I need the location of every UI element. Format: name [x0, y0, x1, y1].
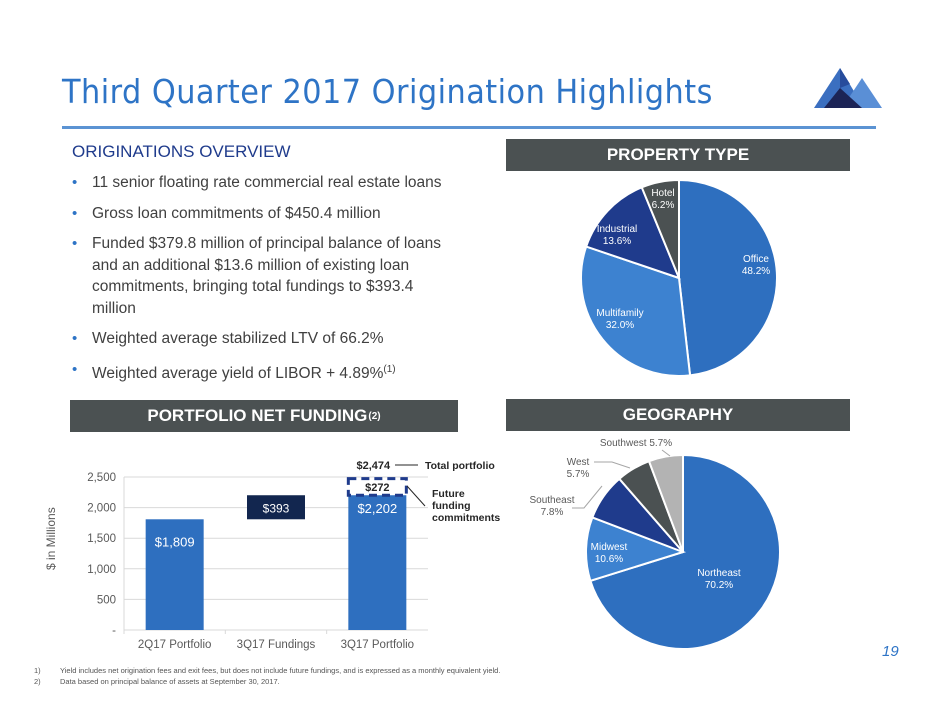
bullet-item: • Weighted average stabilized LTV of 66.2… — [70, 328, 450, 350]
pie-leader-line — [572, 485, 603, 509]
y-tick-label: 2,000 — [87, 503, 116, 515]
pie-leader-line — [594, 461, 631, 469]
property-type-header: PROPERTY TYPE — [506, 139, 850, 171]
pie-value: 32.0% — [606, 320, 634, 331]
pie-label: Northeast — [697, 568, 741, 579]
title-divider — [62, 126, 876, 129]
pie-value: 6.2% — [652, 200, 675, 211]
x-tick-label: 2Q17 Portfolio — [138, 639, 212, 651]
y-tick-label: 500 — [97, 594, 116, 606]
x-tick-label: 3Q17 Portfolio — [341, 639, 415, 651]
pie-label: West — [567, 457, 590, 468]
bar-data-label: $393 — [263, 501, 290, 515]
pie-label: Office — [743, 254, 769, 265]
total-label: $2,474 — [357, 460, 392, 472]
company-logo-icon — [814, 68, 882, 108]
footnote-ref: (1) — [383, 363, 396, 375]
pie-value: 70.2% — [705, 580, 733, 591]
bar-data-label: $2,202 — [357, 501, 397, 516]
future-annotation-line: funding — [432, 500, 470, 512]
pie-value: 48.2% — [742, 266, 770, 277]
y-tick-label: 2,500 — [87, 472, 116, 484]
pie-label: Southwest 5.7% — [600, 438, 672, 449]
pie-value: 5.7% — [567, 469, 590, 480]
pie-value: 13.6% — [603, 236, 631, 247]
future-funding-label: $272 — [365, 482, 389, 494]
future-annotation-line: commitments — [432, 512, 500, 524]
overview-heading: ORIGINATIONS OVERVIEW — [72, 142, 291, 161]
bar — [348, 495, 407, 630]
bullet-item: • Weighted average yield of LIBOR + 4.89%… — [72, 360, 396, 382]
footnote: 2) Data based on principal balance of ass… — [34, 677, 280, 686]
pie-slice — [580, 245, 692, 377]
pie-slice — [678, 178, 778, 377]
x-tick-label: 3Q17 Fundings — [237, 639, 316, 651]
pie-slice — [640, 178, 680, 279]
y-tick-label: 1,000 — [87, 564, 116, 576]
footnotes: 1) Yield includes net origination fees an… — [34, 665, 500, 687]
pie-leader-line — [661, 449, 671, 457]
bullet-icon: • — [72, 360, 78, 378]
pie-value: 7.8% — [541, 507, 564, 518]
pie-label: Multifamily — [596, 308, 643, 319]
future-leader-line — [406, 485, 426, 507]
page-number: 19 — [882, 643, 899, 660]
bullet-icon: • — [72, 204, 78, 222]
bullet-icon: • — [72, 174, 78, 191]
future-funding-box — [346, 477, 408, 497]
footnote: 1) Yield includes net origination fees an… — [34, 666, 501, 675]
y-tick-label: 1,500 — [87, 533, 116, 545]
bar-data-label: $1,809 — [155, 534, 195, 549]
portfolio-header: PORTFOLIO NET FUNDING (2) — [70, 400, 458, 432]
bullet-item: • 11 senior floating rate commercial real… — [70, 172, 450, 194]
pie-label: Hotel — [651, 188, 674, 199]
bar — [145, 519, 204, 630]
overview-bullets: • 11 senior floating rate commercial real… — [70, 172, 450, 393]
pie-slice — [647, 453, 684, 553]
future-annotation-line: Future — [432, 488, 465, 500]
bullet-icon: • — [72, 330, 78, 347]
geography-header: GEOGRAPHY — [506, 399, 850, 431]
total-annotation: Total portfolio — [425, 460, 495, 472]
pie-label: Industrial — [597, 224, 638, 235]
bullet-icon: • — [72, 235, 78, 252]
pie-label: Midwest — [591, 542, 628, 553]
page-title: Third Quarter 2017 Origination Highlight… — [62, 72, 713, 111]
bar — [247, 495, 305, 520]
pie-value: 10.6% — [595, 554, 623, 565]
bullet-item: • Gross loan commitments of $450.4 millio… — [70, 203, 450, 225]
y-tick-label: - — [112, 625, 116, 637]
pie-slice — [584, 186, 681, 280]
bullet-item: • Funded $379.8 million of principal bala… — [72, 235, 441, 317]
pie-label: Southeast — [529, 495, 574, 506]
